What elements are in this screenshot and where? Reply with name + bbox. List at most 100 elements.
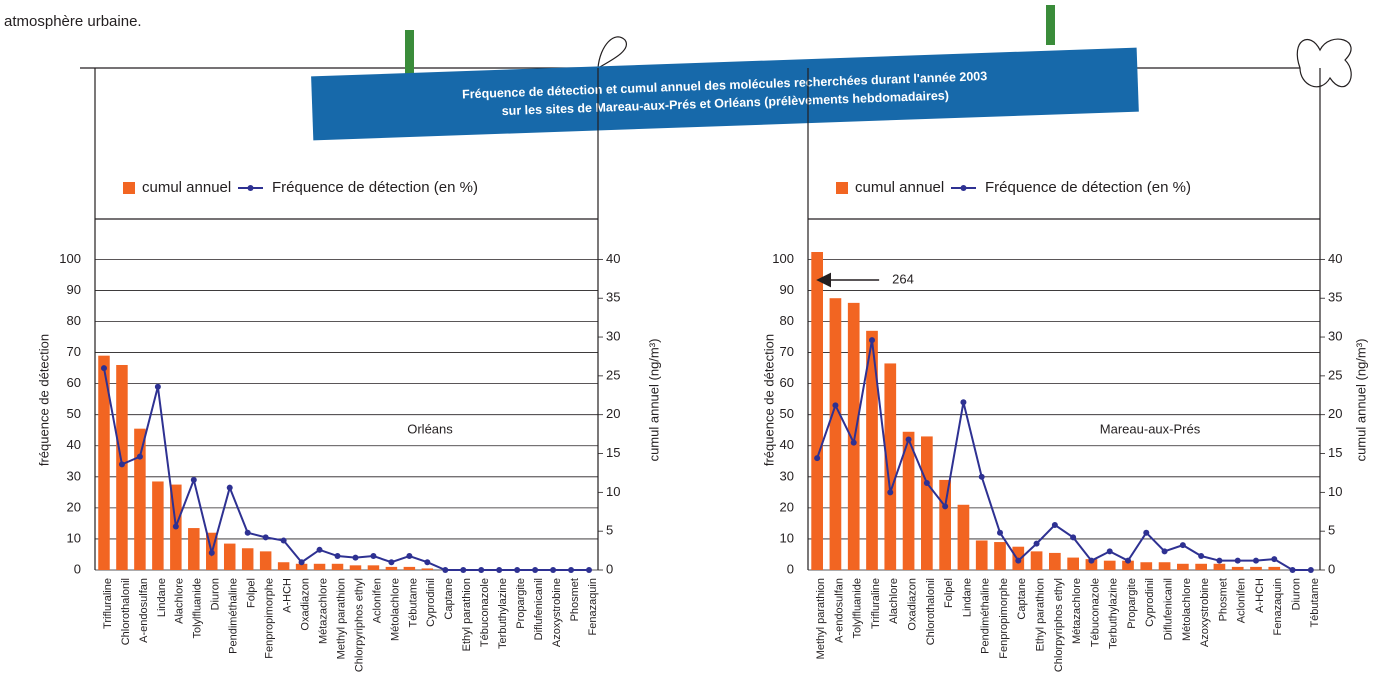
y-tick-label: 70 <box>67 344 81 359</box>
x-tick-label: Tolylfluanide <box>852 578 864 639</box>
x-tick-label: Tébutame <box>1309 578 1321 628</box>
clothes-pin <box>1046 5 1055 45</box>
bar <box>811 252 823 570</box>
y-tick-label: 60 <box>780 375 794 390</box>
x-tick-label: Methyl parathion <box>815 578 827 659</box>
y2-tick-label: 5 <box>606 523 613 538</box>
bar <box>994 542 1006 570</box>
y-tick-label: 70 <box>780 344 794 359</box>
bar <box>367 565 380 570</box>
page-text: atmosphère urbaine. <box>4 13 142 30</box>
y2-tick-label: 20 <box>606 406 620 421</box>
point <box>1289 567 1296 573</box>
bar <box>313 563 326 570</box>
x-tick-label: Chlorpyriphos ethyl <box>353 578 365 672</box>
point <box>334 553 341 560</box>
bar <box>331 563 344 570</box>
x-tick-label: Métazachlore <box>317 578 329 644</box>
bar <box>829 298 842 570</box>
point <box>1033 540 1040 547</box>
legend-swatch <box>247 185 254 191</box>
point <box>960 399 967 406</box>
point <box>370 553 377 560</box>
y2-axis-title: cumul annuel (ng/m³) <box>646 339 661 462</box>
x-tick-label: Aclonifen <box>371 578 383 623</box>
bar <box>957 504 970 570</box>
x-tick-label: Lindane <box>156 578 168 617</box>
x-tick-label: Captane <box>443 578 455 620</box>
bar <box>277 562 290 570</box>
y-tick-label: 40 <box>67 437 81 452</box>
x-tick-label: Ethyl parathion <box>461 578 473 651</box>
x-tick-label: Alachlore <box>888 578 900 624</box>
annotation: 264 <box>892 271 914 286</box>
legend-label: cumul annuel <box>855 179 944 196</box>
bar <box>1213 563 1226 570</box>
x-tick-label: Fenpropimorphe <box>998 578 1010 659</box>
x-tick-label: Chlorothalonil <box>925 578 937 645</box>
x-tick-label: A-endosulfan <box>138 578 150 643</box>
point <box>1179 542 1186 549</box>
x-tick-label: Folpel <box>943 578 955 608</box>
y2-tick-label: 20 <box>1328 406 1342 421</box>
legend-label: Fréquence de détection (en %) <box>985 179 1191 196</box>
point <box>226 484 233 491</box>
x-tick-label: Métolachlore <box>389 578 401 641</box>
point <box>1106 548 1113 555</box>
x-tick-label: Cyprodinil <box>1144 578 1156 627</box>
bar <box>884 363 897 570</box>
banner: Fréquence de détection et cumul annuel d… <box>311 47 1139 141</box>
point <box>550 567 557 573</box>
x-tick-label: Tolylfluanide <box>192 578 204 639</box>
x-tick-label: Terbuthylazine <box>1108 578 1120 649</box>
x-tick-label: Pendiméthaline <box>228 578 240 654</box>
y-tick-label: 20 <box>780 499 794 514</box>
y-tick-label: 0 <box>74 561 81 576</box>
point <box>100 365 107 372</box>
point <box>905 436 912 443</box>
x-tick-label: Diuron <box>210 578 222 610</box>
ribbon <box>1296 38 1352 88</box>
x-tick-label: Phosmet <box>1217 578 1229 621</box>
y-tick-label: 20 <box>67 499 81 514</box>
x-tick-label: Oxadiazon <box>906 578 918 631</box>
legend-swatch <box>960 185 967 191</box>
site-label: Orléans <box>407 421 453 436</box>
point <box>172 523 179 530</box>
y-tick-label: 10 <box>67 530 81 545</box>
bar <box>223 543 236 570</box>
y2-tick-label: 35 <box>1328 290 1342 305</box>
point <box>190 476 197 483</box>
bar <box>98 355 110 570</box>
bar <box>921 436 933 570</box>
y-tick-label: 60 <box>67 375 81 390</box>
bar <box>1085 559 1098 570</box>
y-tick-label: 0 <box>787 561 794 576</box>
x-tick-label: Phosmet <box>569 578 581 621</box>
point <box>1307 567 1314 573</box>
point <box>887 489 894 496</box>
x-tick-label: Fenpropimorphe <box>264 578 276 659</box>
point <box>832 402 839 409</box>
x-tick-label: Aclonifen <box>1236 578 1248 623</box>
site-label: Mareau-aux-Prés <box>1100 421 1201 436</box>
point <box>514 567 521 573</box>
point <box>942 503 949 510</box>
y2-tick-label: 30 <box>1328 328 1342 343</box>
bar <box>1030 551 1043 570</box>
x-tick-label: A-HCH <box>282 578 294 613</box>
bar <box>421 568 434 570</box>
point <box>118 461 125 468</box>
point <box>1125 557 1131 564</box>
legend-swatch <box>836 182 848 194</box>
point <box>532 567 539 573</box>
bar <box>385 566 398 570</box>
x-tick-label: Folpel <box>246 578 258 608</box>
point <box>1070 534 1077 541</box>
point <box>568 567 575 573</box>
y2-tick-label: 30 <box>606 328 620 343</box>
x-tick-label: Diflufenicanil <box>1162 578 1174 640</box>
bar <box>1231 566 1244 570</box>
x-tick-label: Chlorothalonil <box>120 578 132 645</box>
